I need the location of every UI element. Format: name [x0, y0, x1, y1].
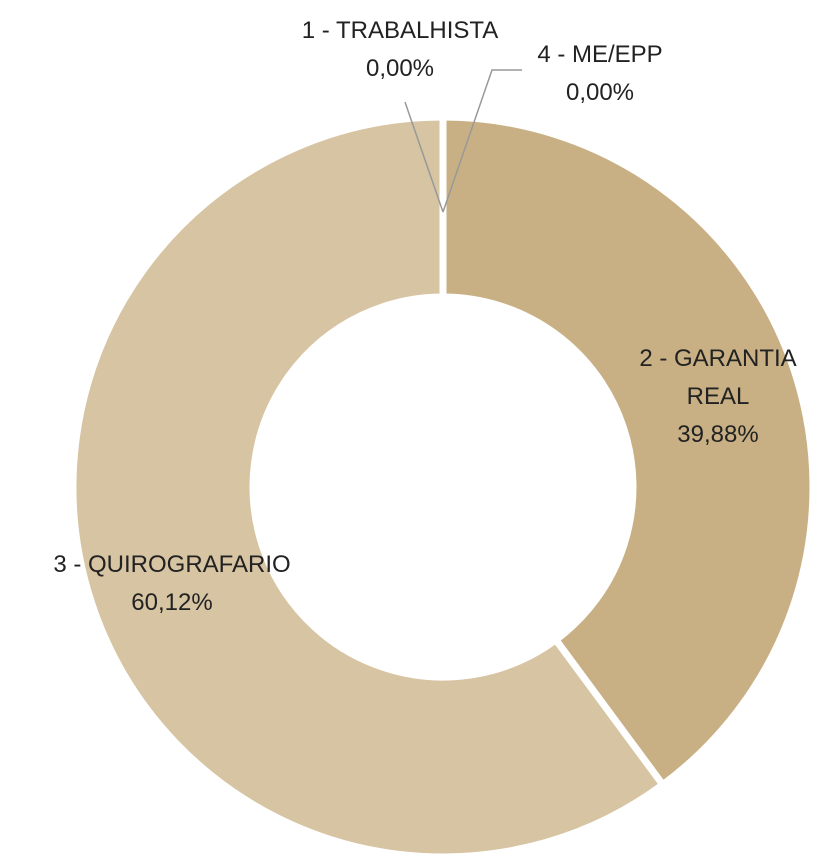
leader-line — [442, 69, 522, 213]
category-name: 4 - ME/EPP — [537, 41, 663, 68]
value-label: 0,00% — [365, 55, 435, 82]
value-label: 39,88% — [677, 421, 759, 448]
slice-label: 3 - QUIROGRAFARIO 60,12% — [7, 546, 337, 622]
donut-slice — [439, 113, 816, 790]
slice-label: 2 - GARANTIA REAL 39,88% — [623, 340, 813, 454]
slice-label: 4 - ME/EPP 0,00% — [500, 36, 700, 112]
category-name: 3 - QUIROGRAFARIO — [53, 551, 291, 578]
category-name: 1 - TRABALHISTA — [301, 17, 499, 44]
category-name: 2 - GARANTIA REAL — [639, 345, 797, 410]
value-label: 0,00% — [565, 79, 635, 106]
value-label: 60,12% — [131, 589, 213, 616]
donut-slice — [69, 113, 668, 858]
leader-line — [404, 101, 444, 213]
slice-label: 1 - TRABALHISTA 0,00% — [270, 12, 530, 88]
